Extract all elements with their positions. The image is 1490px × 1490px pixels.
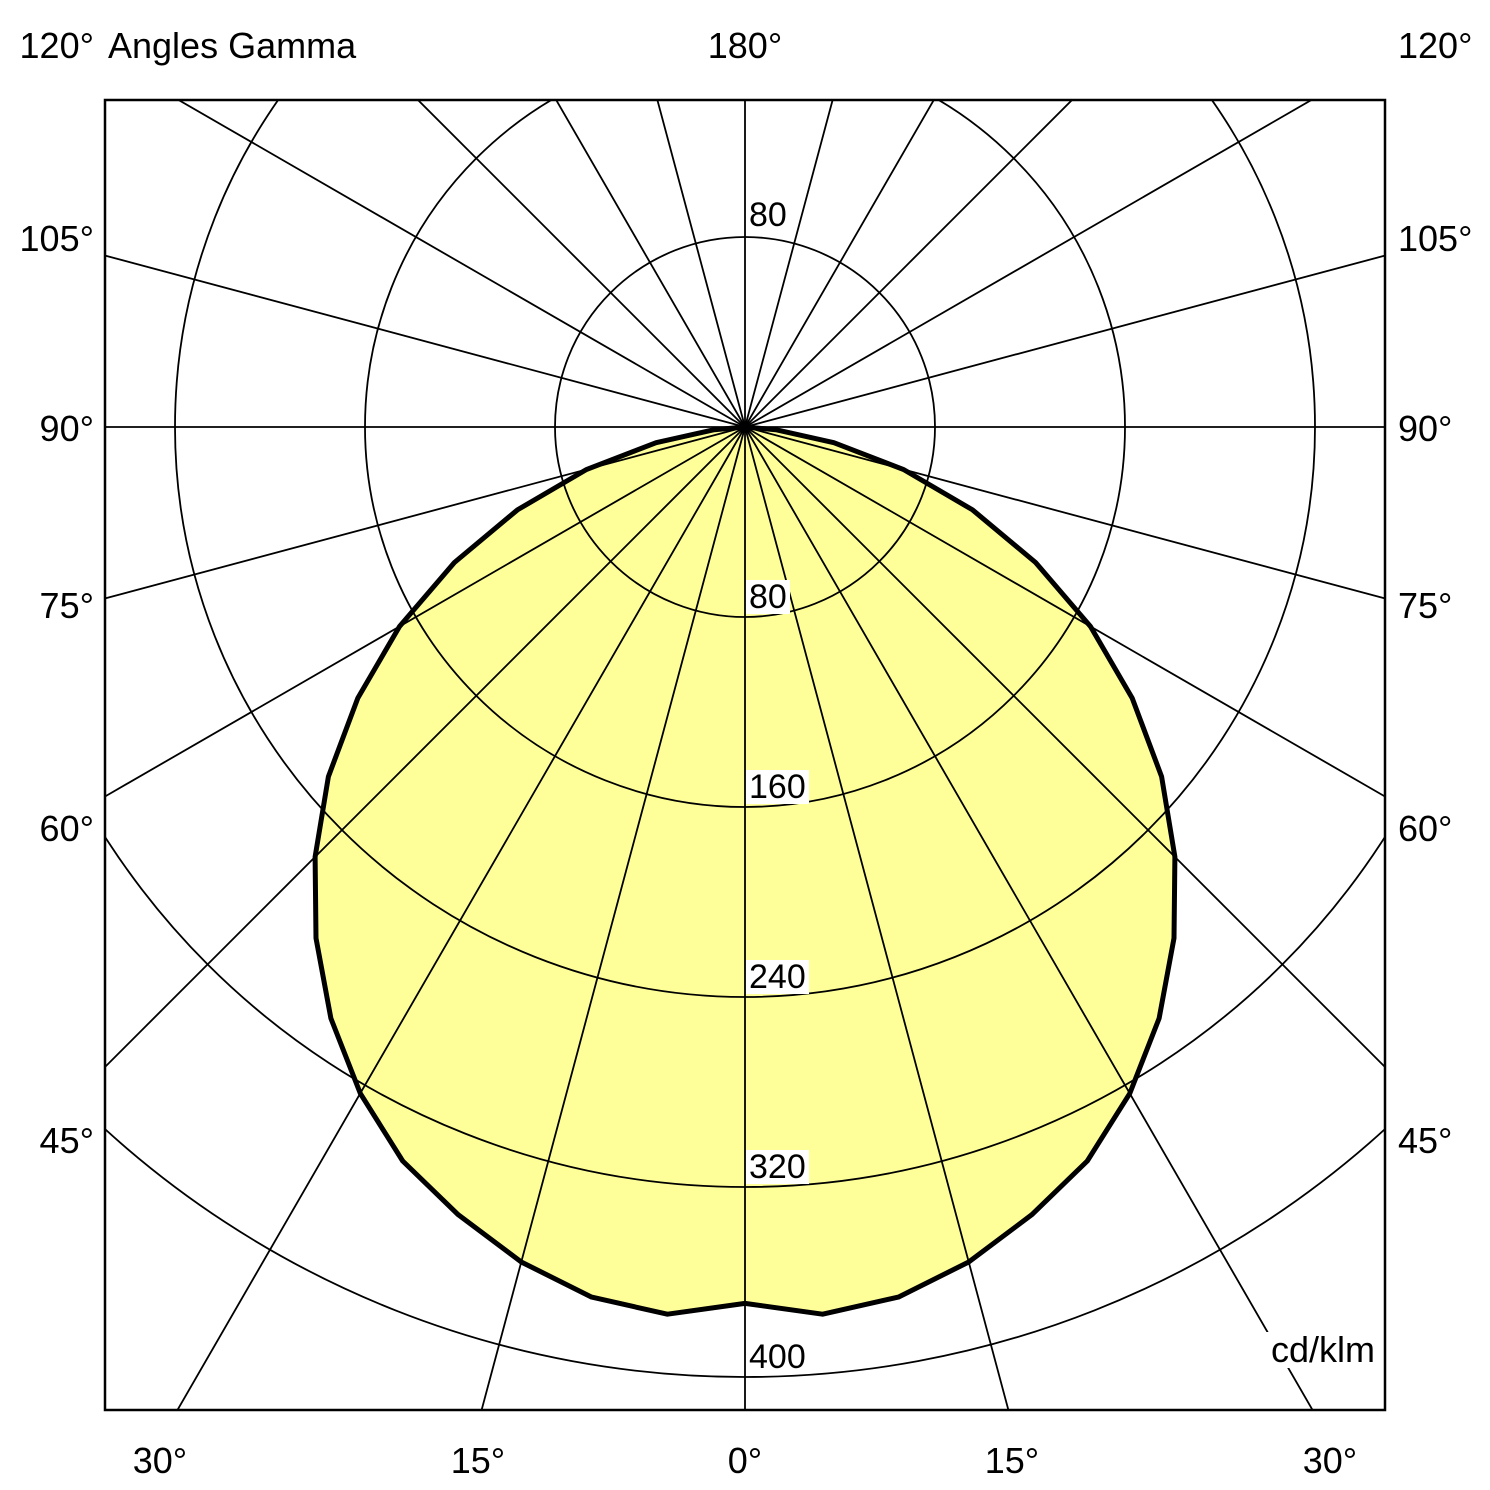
gamma-label-left-45: 45° (39, 1120, 94, 1161)
gamma-label-top-180: 180° (707, 25, 783, 66)
chart-frame (103, 98, 1387, 1412)
ring-label-160: 160 (746, 770, 809, 804)
ring-label-400: 400 (746, 1340, 809, 1374)
chart-title: Angles Gamma (108, 25, 357, 66)
gamma-label-right-90: 90° (1398, 408, 1453, 449)
gamma-label-left-90: 90° (39, 408, 94, 449)
gamma-label-left-60: 60° (39, 808, 94, 849)
ring-label-80-top: 80 (746, 198, 790, 232)
ring-label-240: 240 (746, 960, 809, 994)
gamma-label-right-45: 45° (1398, 1120, 1453, 1161)
intensity-curve-outline (312, 424, 1178, 1317)
gamma-label-bottom-0: 0° (727, 1440, 763, 1481)
gamma-label-bottom-30R: 30° (1302, 1440, 1358, 1481)
gamma-label-bottom-30L: 30° (132, 1440, 188, 1481)
gamma-label-left-120: 120° (19, 25, 94, 66)
ring-label-80: 80 (746, 580, 790, 614)
unit-label: cd/klm (1255, 1332, 1375, 1368)
gamma-label-right-105: 105° (1398, 218, 1473, 259)
gamma-label-bottom-15L: 15° (450, 1440, 506, 1481)
gamma-label-left-105: 105° (19, 218, 94, 259)
ring-label-320: 320 (746, 1150, 809, 1184)
gamma-label-right-75: 75° (1398, 585, 1453, 626)
gamma-label-left-75: 75° (39, 585, 94, 626)
gamma-label-right-60: 60° (1398, 808, 1453, 849)
gamma-label-bottom-15R: 15° (984, 1440, 1040, 1481)
gamma-label-right-120: 120° (1398, 25, 1473, 66)
